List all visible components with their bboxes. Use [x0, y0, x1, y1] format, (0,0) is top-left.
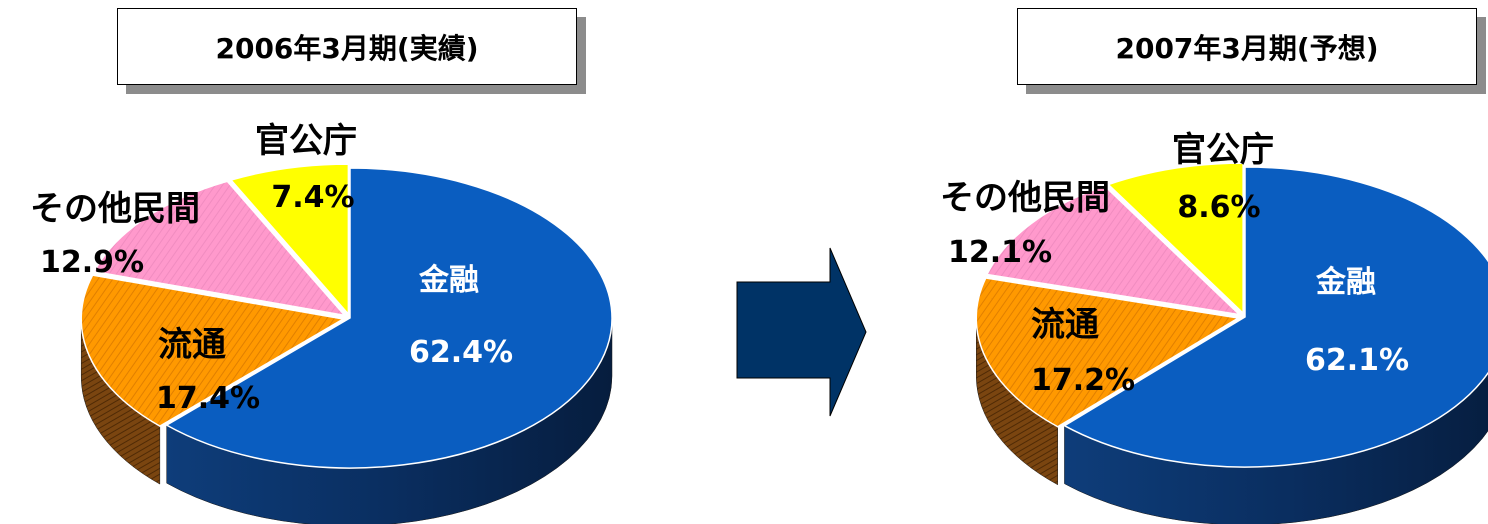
slice-government [1106, 162, 1244, 315]
slice-value-finance: 62.1% [1305, 343, 1409, 378]
slice-label-other-private: その他民間 [30, 189, 200, 229]
slice-label-finance: 金融 [1315, 265, 1376, 300]
slice-value-distribution: 17.4% [156, 381, 260, 416]
chart-title-2007: 2007年3月期(予想) [1017, 8, 1477, 85]
chart-title-2006: 2006年3月期(実績) [117, 8, 577, 85]
slice-distribution [975, 277, 1241, 428]
slice-value-other-private: 12.9% [40, 245, 144, 280]
slice-value-finance: 62.4% [409, 335, 513, 370]
slice-value-other-private: 12.1% [948, 235, 1052, 270]
slice-label-other-private: その他民間 [940, 178, 1110, 218]
slice-other-private [92, 180, 347, 317]
slice-value-government: 8.6% [1177, 190, 1260, 225]
slice-finance [1062, 166, 1488, 468]
pie-chart-2007: 金融 62.1% 流通 17.2% その他民間 12.1% 官公庁 8.6% [940, 130, 1488, 524]
slice-finance [165, 167, 613, 469]
slice-distribution [80, 274, 346, 427]
slice-label-government: 官公庁 [255, 121, 357, 161]
slice-value-distribution: 17.2% [1031, 363, 1135, 398]
slice-other-private [985, 185, 1242, 316]
pie-chart-2006: 金融 62.4% 流通 17.4% その他民間 12.9% 官公庁 7.4% [30, 121, 613, 524]
slice-label-distribution: 流通 [1031, 305, 1099, 345]
slice-label-distribution: 流通 [158, 325, 226, 365]
right-arrow-icon [736, 247, 867, 417]
slice-value-government: 7.4% [271, 180, 354, 215]
slice-label-government: 官公庁 [1172, 130, 1274, 170]
slice-government [229, 163, 350, 317]
slice-label-finance: 金融 [418, 263, 479, 298]
